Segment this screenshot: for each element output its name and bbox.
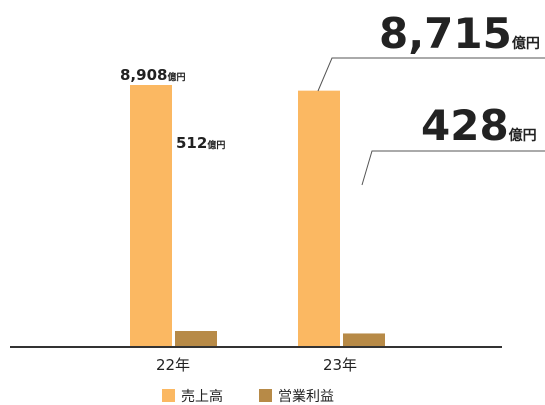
bars-layer <box>130 85 385 346</box>
data-label-sales-22-value: 8,908 <box>120 66 167 84</box>
data-label-sales-23-unit: 億円 <box>512 35 540 52</box>
bar-sales-23 <box>298 90 340 346</box>
data-label-profit-22-unit: 億円 <box>207 139 225 151</box>
data-label-sales-22: 8,908億円 <box>120 66 185 84</box>
legend: 売上高 営業利益 <box>162 388 334 405</box>
data-label-sales-23-value: 8,715 <box>379 9 512 58</box>
legend-label-operating-profit: 営業利益 <box>278 389 334 405</box>
leader-line-profit-23 <box>361 150 545 186</box>
legend-swatch-sales <box>162 389 175 402</box>
x-tick-label-23: 23年 <box>323 356 357 374</box>
data-label-profit-23-value: 428 <box>421 101 509 150</box>
x-tick-label-22: 22年 <box>156 356 190 374</box>
data-label-profit-23: 428億円 <box>421 101 537 150</box>
data-label-sales-22-unit: 億円 <box>167 71 185 83</box>
data-label-sales-23: 8,715億円 <box>379 9 540 58</box>
bar-sales-22 <box>130 85 172 346</box>
data-label-profit-23-unit: 億円 <box>509 127 537 144</box>
data-label-profit-22: 512億円 <box>176 134 225 152</box>
legend-label-sales: 売上高 <box>181 388 223 405</box>
data-label-profit-22-value: 512 <box>176 134 207 152</box>
bar-operating-profit-22 <box>175 330 217 346</box>
leader-line-sales-23 <box>317 57 545 92</box>
legend-swatch-operating-profit <box>259 389 272 402</box>
bar-operating-profit-23 <box>343 333 385 346</box>
